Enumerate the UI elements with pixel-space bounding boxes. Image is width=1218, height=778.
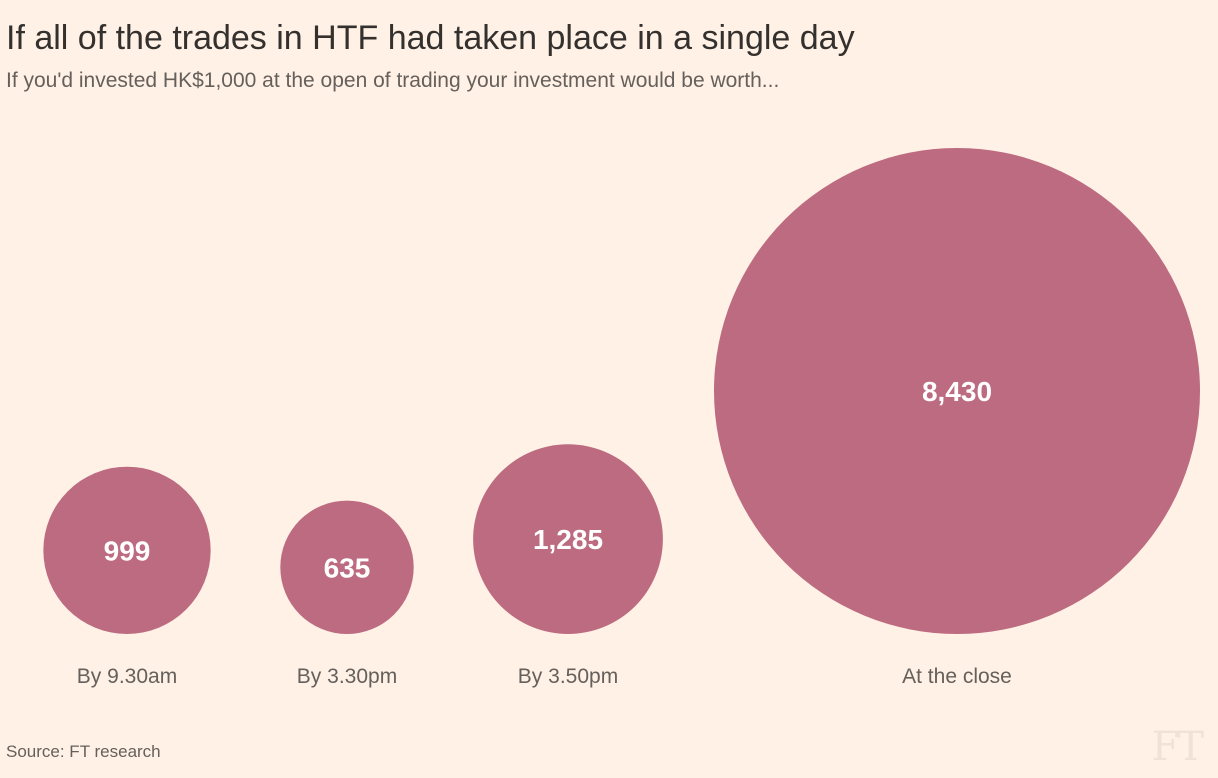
ft-logo: FT (1151, 724, 1204, 770)
category-label-3: By 3.50pm (518, 665, 618, 688)
bubble-1 (43, 466, 211, 634)
bubble-4 (714, 148, 1200, 634)
category-label-2: By 3.30pm (297, 665, 397, 688)
bubble-3 (473, 444, 663, 634)
bubble-value-label-4: 8,430 (922, 376, 992, 407)
bubble-value-label-3: 1,285 (533, 524, 603, 555)
bubble-value-label-1: 999 (104, 535, 151, 566)
chart-title: If all of the trades in HTF had taken pl… (6, 19, 855, 57)
source-note: Source: FT research (6, 742, 161, 761)
bubble-value-label-2: 635 (324, 552, 371, 583)
bubble-2 (280, 500, 414, 634)
chart-subtitle: If you'd invested HK$1,000 at the open o… (6, 69, 780, 92)
category-label-1: By 9.30am (77, 665, 177, 688)
category-label-4: At the close (902, 665, 1012, 688)
